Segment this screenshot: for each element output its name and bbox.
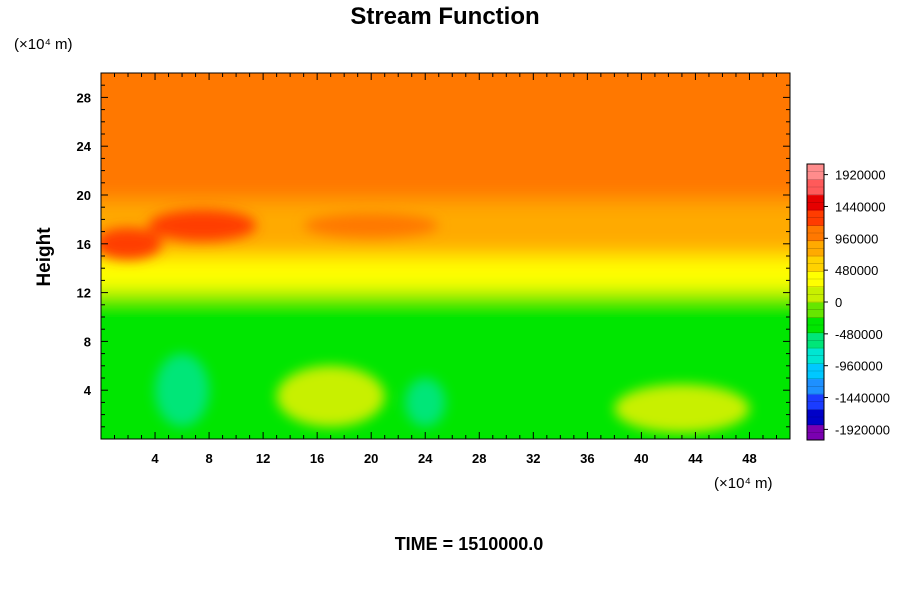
x-tick-label: 48 (742, 451, 756, 466)
field-feature (404, 378, 446, 427)
colorbar-swatch (807, 348, 824, 364)
y-axis: 4 8 12 16 20 24 28 (77, 84, 790, 428)
colorbar-swatch (807, 394, 824, 410)
colorbar-label: 1440000 (835, 199, 886, 214)
colorbar-swatch (807, 240, 824, 257)
y-tick-label: 16 (77, 237, 91, 252)
colorbar-swatch (807, 210, 824, 226)
y-tick-label: 24 (77, 139, 92, 154)
field-bands (101, 73, 790, 439)
colorbar-label: 480000 (835, 263, 878, 278)
colorbar-swatch (807, 317, 824, 334)
x-tick-label: 44 (688, 451, 703, 466)
field-feature (303, 213, 439, 238)
y-tick-label: 8 (84, 334, 91, 349)
colorbar-swatch (807, 378, 824, 395)
plot-area (101, 73, 790, 439)
chart-title: Stream Function (350, 3, 539, 30)
colorbar-label: 960000 (835, 231, 878, 246)
colorbar-swatch (807, 225, 824, 242)
colorbar-swatch (807, 409, 824, 426)
colorbar-swatch (807, 363, 824, 380)
x-tick-label: 8 (205, 451, 212, 466)
colorbar-label: 1920000 (835, 168, 886, 183)
field-feature (614, 384, 750, 433)
colorbar-swatch (807, 271, 824, 288)
field-feature (148, 209, 257, 242)
field-feature (101, 227, 162, 260)
y-tick-label: 4 (84, 383, 92, 398)
colorbar: 1920000 1440000 960000 480000 0 -480000 -96000… (806, 163, 890, 441)
y-axis-label: Height (34, 227, 55, 287)
x-axis: 4 8 12 16 20 24 28 32 36 40 44 48 (114, 73, 777, 466)
field-feature (276, 365, 385, 427)
colorbar-swatch (807, 194, 824, 211)
colorbar-swatch (807, 332, 824, 349)
colorbar-label: 0 (835, 295, 842, 310)
colorbar-swatch (807, 164, 824, 180)
x-axis-unit: (×10⁴ m) (714, 475, 773, 492)
x-tick-label: 36 (580, 451, 594, 466)
x-tick-label: 20 (364, 451, 378, 466)
colorbar-label: -480000 (835, 327, 883, 342)
x-tick-label: 24 (418, 451, 433, 466)
x-tick-label: 32 (526, 451, 540, 466)
field-band (101, 256, 790, 293)
colorbar-swatch (807, 256, 824, 272)
y-tick-label: 28 (77, 90, 91, 105)
field-features (101, 209, 750, 433)
field-band (101, 73, 790, 202)
y-tick-label: 20 (77, 188, 91, 203)
field-feature (155, 353, 210, 427)
x-tick-label: 16 (310, 451, 324, 466)
colorbar-swatch (807, 302, 824, 318)
x-tick-label: 40 (634, 451, 648, 466)
x-tick-label: 12 (256, 451, 270, 466)
x-tick-label: 28 (472, 451, 486, 466)
colorbar-swatch (807, 424, 824, 441)
colorbar-label: -1920000 (835, 422, 890, 437)
y-tick-label: 12 (77, 286, 91, 301)
y-axis-unit: (×10⁴ m) (14, 36, 73, 53)
x-tick-label: 4 (151, 451, 159, 466)
colorbar-label: -960000 (835, 359, 883, 374)
time-label: TIME = 1510000.0 (395, 534, 544, 554)
colorbar-label: -1440000 (835, 391, 890, 406)
colorbar-swatch (807, 179, 824, 196)
colorbar-swatch (807, 286, 824, 303)
